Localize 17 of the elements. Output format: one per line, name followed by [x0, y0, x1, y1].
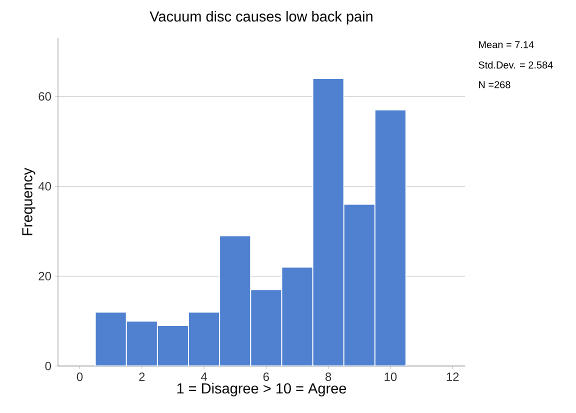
x-tick-label: 8	[325, 372, 332, 382]
y-tick-label: 20	[38, 272, 51, 280]
y-tick-label: 0	[45, 362, 52, 370]
chart-title: Vacuum disc causes low back pain	[150, 10, 372, 24]
x-tick-label: 0	[76, 372, 83, 382]
x-tick-label: 12	[446, 372, 459, 381]
x-tick-label: 6	[263, 372, 269, 382]
text: N =268	[479, 81, 510, 88]
x-tick-label: 10	[384, 372, 397, 382]
y-tick-label: 60	[38, 92, 51, 101]
text: Mean = 7.14	[479, 41, 534, 48]
y-axis-title: Frequency	[22, 168, 36, 236]
x-axis-title: 1 = Disagree > 10 = Agree	[177, 382, 346, 396]
x-tick-label: 2	[139, 372, 145, 381]
text: Std.Dev. = 2.584	[478, 61, 553, 69]
x-tick-label: 4	[200, 372, 208, 381]
y-tick-label: 40	[38, 182, 51, 191]
